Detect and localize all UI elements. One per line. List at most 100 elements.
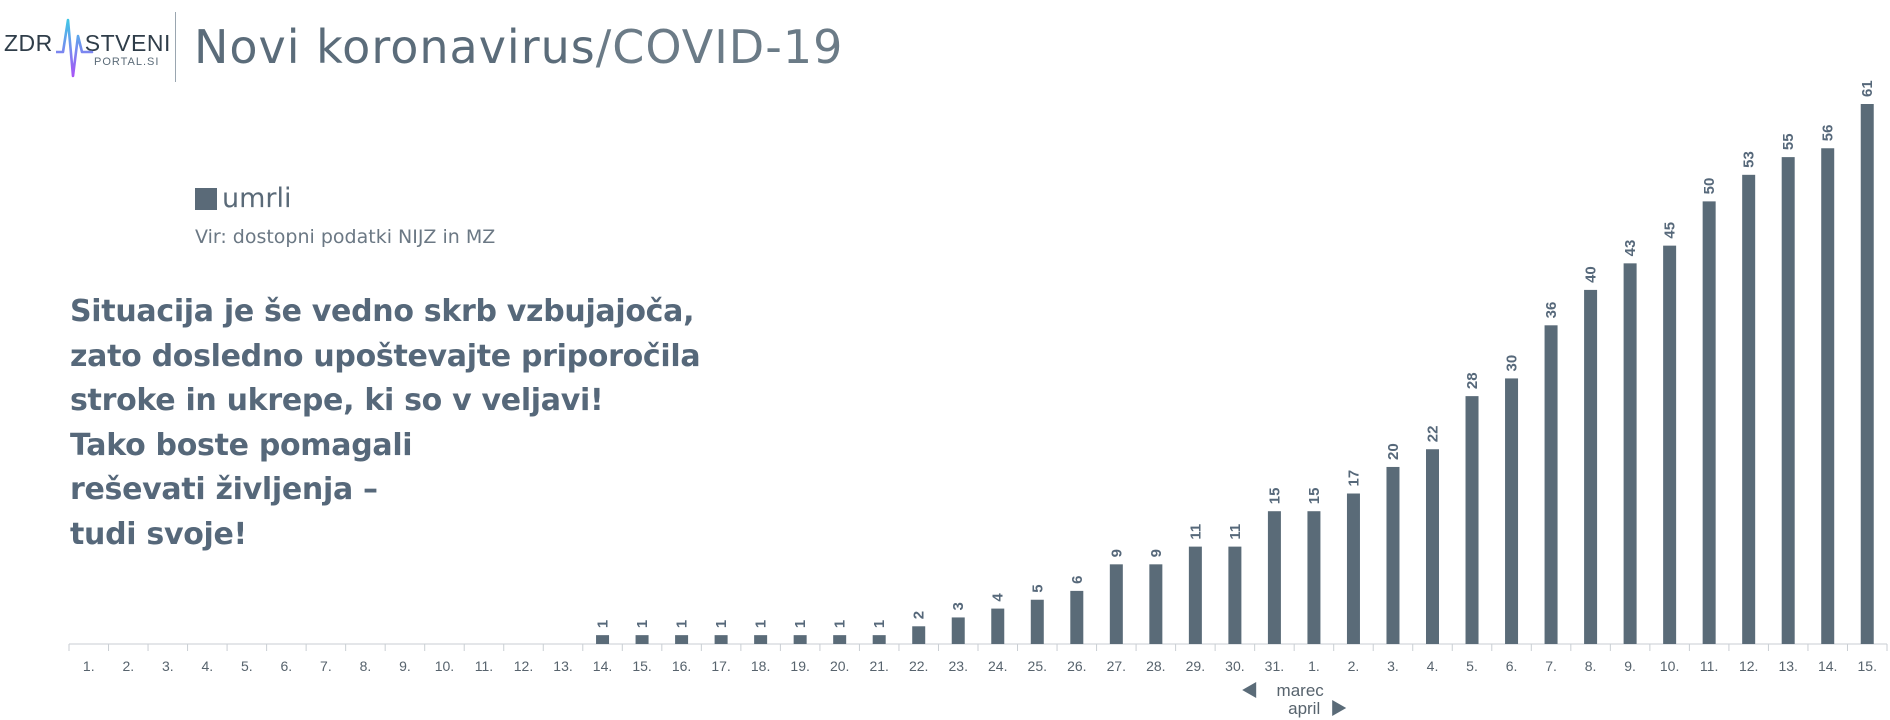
x-tick-label: 8. bbox=[360, 658, 372, 674]
x-tick-label: 3. bbox=[1387, 658, 1399, 674]
bar bbox=[1346, 493, 1360, 644]
x-tick-label: 23. bbox=[949, 658, 968, 674]
bar-value-label: 2 bbox=[911, 611, 928, 619]
bar bbox=[833, 635, 847, 644]
bar-value-label: 1 bbox=[634, 620, 651, 628]
bar bbox=[1070, 590, 1084, 644]
x-tick-label: 16. bbox=[672, 658, 691, 674]
data-source-note: Vir: dostopni podatki NIJZ in MZ bbox=[195, 226, 496, 248]
bar bbox=[1149, 564, 1163, 644]
arrow-right-icon bbox=[1332, 700, 1347, 716]
bar bbox=[675, 635, 689, 644]
bar bbox=[754, 635, 768, 644]
x-tick-label: 9. bbox=[1624, 658, 1636, 674]
x-tick-label: 7. bbox=[320, 658, 332, 674]
message-line: Situacija je še vedno skrb vzbujajoča, bbox=[70, 294, 695, 329]
bar bbox=[1544, 325, 1558, 644]
bar-value-label: 15 bbox=[1266, 488, 1283, 505]
page-title: Novi koronavirus/COVID-19 bbox=[194, 20, 843, 74]
bar-value-label: 9 bbox=[1148, 549, 1165, 557]
message-line: stroke in ukrepe, ki so v veljavi! bbox=[70, 383, 604, 418]
logo-subtext: PORTAL.SI bbox=[94, 56, 160, 68]
x-tick-label: 31. bbox=[1265, 658, 1284, 674]
bar-value-label: 11 bbox=[1227, 524, 1244, 540]
bar bbox=[714, 635, 728, 644]
legend-swatch bbox=[195, 187, 217, 210]
bar bbox=[1781, 157, 1795, 645]
title-sub: /COVID-19 bbox=[595, 20, 844, 74]
bar bbox=[1426, 449, 1439, 644]
month-label-april: april bbox=[1288, 699, 1320, 718]
x-tick-label: 6. bbox=[281, 658, 293, 674]
header: ZDR STVENI PORTAL.SI Novi koronavirus/COV… bbox=[0, 0, 1890, 90]
bar-value-label: 43 bbox=[1622, 240, 1639, 257]
bar-value-label: 22 bbox=[1425, 426, 1442, 443]
bar bbox=[1623, 263, 1637, 644]
message-line: reševati življenja – bbox=[70, 472, 378, 507]
header-divider bbox=[175, 12, 176, 82]
bar bbox=[1030, 599, 1044, 644]
x-tick-label: 29. bbox=[1186, 658, 1205, 674]
x-tick-label: 21. bbox=[869, 658, 888, 674]
bar-value-label: 1 bbox=[792, 620, 809, 628]
x-tick-label: 4. bbox=[201, 658, 213, 674]
month-label-march: marec bbox=[1277, 681, 1325, 700]
x-tick-label: 14. bbox=[1818, 658, 1837, 674]
bar bbox=[596, 635, 610, 644]
x-tick-label: 1. bbox=[83, 658, 95, 674]
chart-legend: umrli bbox=[195, 183, 292, 214]
bar bbox=[1505, 378, 1519, 644]
bar bbox=[1742, 174, 1756, 644]
bar-value-label: 4 bbox=[990, 593, 1007, 602]
bar bbox=[1663, 245, 1677, 644]
x-tick-label: 27. bbox=[1107, 658, 1126, 674]
bar bbox=[1465, 396, 1479, 644]
bar-value-label: 56 bbox=[1820, 125, 1837, 142]
bar bbox=[793, 635, 807, 644]
message-line: tudi svoje! bbox=[70, 516, 247, 552]
x-tick-label: 18. bbox=[751, 658, 770, 674]
bar bbox=[1109, 564, 1123, 644]
x-tick-label: 10. bbox=[435, 658, 454, 674]
bar bbox=[1584, 289, 1598, 644]
arrow-left-icon bbox=[1242, 682, 1257, 698]
bar bbox=[872, 635, 886, 644]
x-tick-label: 2. bbox=[1348, 658, 1360, 674]
bar-value-label: 40 bbox=[1583, 266, 1600, 283]
x-tick-label: 25. bbox=[1028, 658, 1047, 674]
x-tick-label: 13. bbox=[553, 658, 572, 674]
x-tick-label: 6. bbox=[1506, 658, 1518, 674]
x-tick-label: 14. bbox=[593, 658, 612, 674]
bar-value-label: 1 bbox=[713, 620, 730, 628]
x-tick-label: 5. bbox=[1466, 658, 1478, 674]
bar bbox=[1860, 104, 1874, 644]
x-tick-label: 8. bbox=[1585, 658, 1597, 674]
x-tick-label: 4. bbox=[1427, 658, 1439, 674]
bar-value-label: 6 bbox=[1069, 576, 1086, 584]
x-tick-label: 12. bbox=[514, 658, 533, 674]
zdravstveni-portal-logo[interactable]: ZDR STVENI PORTAL.SI bbox=[4, 12, 170, 82]
bar bbox=[1702, 201, 1716, 644]
x-tick-label: 24. bbox=[988, 658, 1007, 674]
x-tick-label: 17. bbox=[711, 658, 730, 674]
bar-value-label: 1 bbox=[832, 620, 849, 628]
bar-value-label: 28 bbox=[1464, 372, 1481, 389]
x-tick-label: 7. bbox=[1545, 658, 1557, 674]
bar-value-label: 53 bbox=[1741, 151, 1758, 168]
bar-value-label: 1 bbox=[674, 620, 691, 628]
bar bbox=[1386, 466, 1400, 644]
bar bbox=[635, 635, 649, 644]
x-tick-label: 20. bbox=[830, 658, 849, 674]
message-line: zato dosledno upoštevajte priporočila bbox=[70, 338, 701, 374]
x-tick-label: 1. bbox=[1308, 658, 1320, 674]
bar bbox=[1267, 511, 1281, 644]
bar-value-label: 1 bbox=[595, 620, 612, 628]
bar-value-label: 3 bbox=[950, 602, 967, 610]
bar-value-label: 61 bbox=[1859, 80, 1876, 97]
x-tick-label: 19. bbox=[790, 658, 809, 674]
x-tick-label: 3. bbox=[162, 658, 174, 674]
bar-value-label: 45 bbox=[1662, 222, 1679, 239]
x-tick-label: 12. bbox=[1739, 658, 1758, 674]
bar-value-label: 1 bbox=[871, 620, 888, 628]
